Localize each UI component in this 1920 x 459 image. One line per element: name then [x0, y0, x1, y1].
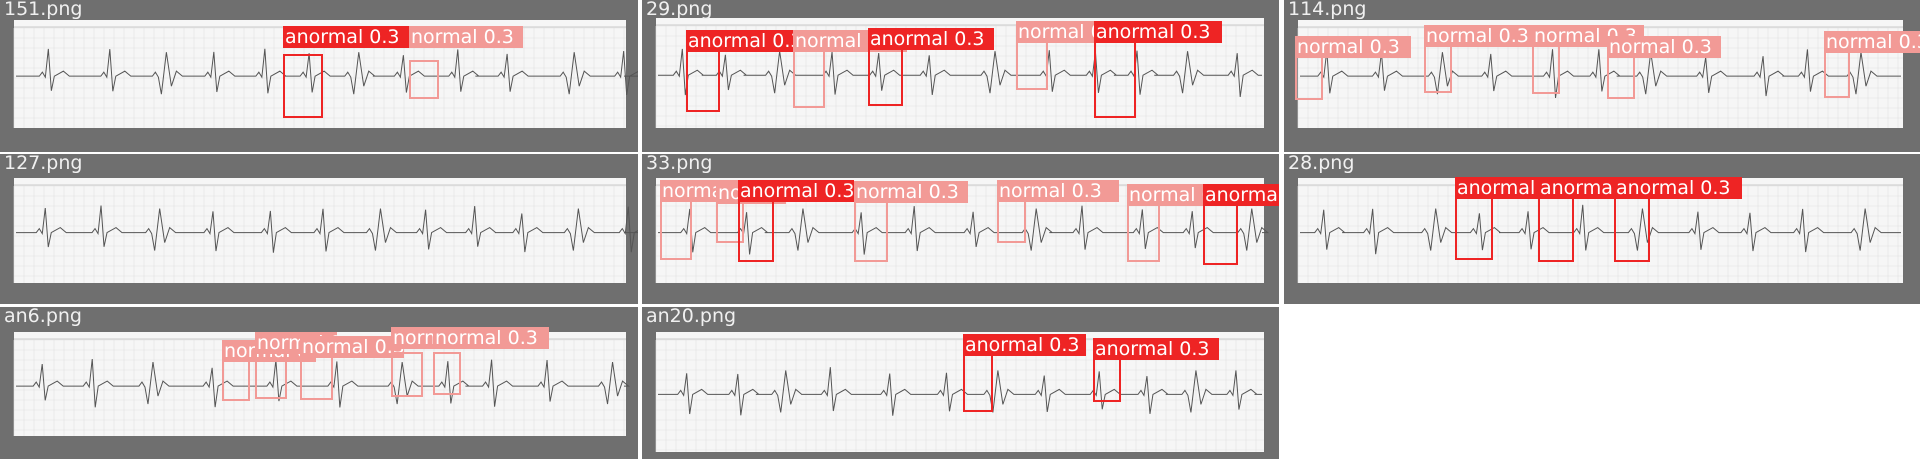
tile-filename: an20.png — [646, 307, 737, 327]
tile-filename: an6.png — [4, 307, 82, 327]
normal-detection-label: normal 0.3 — [409, 26, 523, 48]
ecg-strip — [655, 332, 1264, 452]
tile-filename: 114.png — [1288, 0, 1367, 20]
normal-detection-box — [433, 352, 461, 395]
anormal-detection-box — [1614, 190, 1650, 262]
tile-filename: 33.png — [646, 154, 713, 174]
anormal-detection-label: anormal 0.3 — [868, 28, 994, 50]
normal-detection-label: normal 0.3 — [1295, 36, 1411, 58]
normal-detection-box — [1016, 40, 1048, 90]
normal-detection-box — [300, 352, 333, 400]
ecg-strip — [13, 178, 638, 283]
normal-detection-box — [391, 352, 423, 397]
anormal-detection-label: anormal 0.3 — [1203, 184, 1279, 206]
normal-detection-box — [409, 60, 439, 99]
anormal-detection-label: anormal 0.3 — [738, 180, 854, 202]
anormal-detection-label: anormal 0.3 — [1614, 177, 1742, 199]
normal-detection-label: normal 0.3 — [1824, 31, 1920, 53]
anormal-detection-label: anormal 0.3 — [283, 26, 410, 48]
anormal-detection-label: anormal 0.3 — [963, 334, 1086, 356]
normal-detection-box — [255, 352, 287, 399]
anormal-detection-label: anormal 0.3 — [1093, 338, 1219, 360]
normal-detection-label: normal 0.3 — [1607, 36, 1721, 58]
normal-detection-label: normal 0.3 — [997, 180, 1119, 202]
tile-filename: 28.png — [1288, 154, 1355, 174]
tile-filename: 29.png — [646, 0, 713, 20]
result-tile: anormal 0.3 anormal 0.3 an20.png — [642, 307, 1279, 459]
result-tile: anormal 0.3 normal 0.3 151.png — [0, 0, 638, 152]
anormal-detection-box — [1455, 190, 1493, 260]
normal-detection-label: normal 0.3 — [1424, 25, 1538, 47]
anormal-detection-label: anormal 0.3 — [686, 30, 800, 52]
result-tile: anormal 0.3 anormal 0.3 anormal 0.3 28.png — [1284, 154, 1920, 304]
normal-detection-label: normal 0.3 — [854, 181, 968, 203]
normal-detection-label: normal 0.3 — [433, 327, 549, 349]
anormal-detection-box — [1538, 190, 1574, 262]
result-tile: 127.png — [0, 154, 638, 304]
normal-detection-label: normal 0.3 — [300, 336, 404, 358]
result-tile: normal 0.3 normal 0.3 normal 0.3 normal 0.3… — [1284, 0, 1920, 152]
tile-filename: 127.png — [4, 154, 83, 174]
anormal-detection-label: anormal 0.3 — [1094, 21, 1222, 43]
tile-filename: 151.png — [4, 0, 83, 20]
result-tile: anormal 0.3 normal 0.3 anormal 0.3 normal 0… — [642, 0, 1279, 152]
anormal-detection-box — [283, 54, 323, 118]
